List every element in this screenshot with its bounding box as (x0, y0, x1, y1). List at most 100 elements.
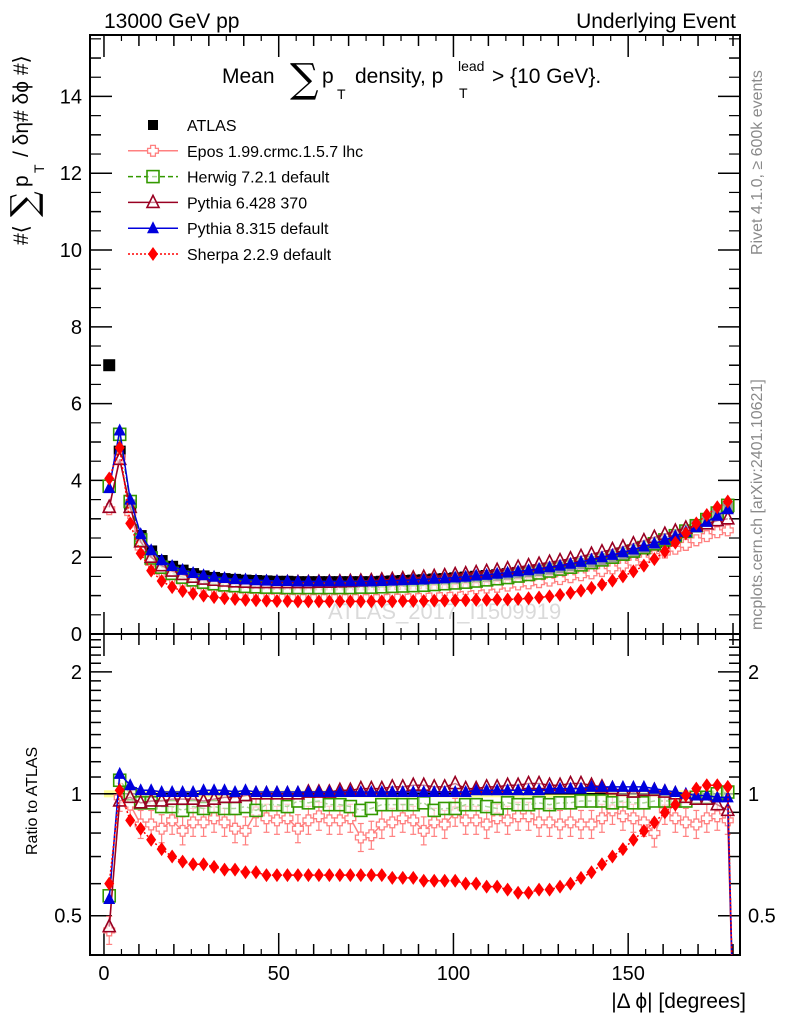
data-point-sherpa-2-2-9-default (198, 588, 209, 603)
ratio-point-sherpa-2-2-9-default (659, 805, 670, 820)
data-point-pythia-8-315-default (218, 570, 231, 583)
data-point-pythia-8-315-default (533, 561, 546, 574)
ratio-point-pythia-8-315-default (145, 783, 158, 796)
ratio-point-pythia-8-315-default (208, 783, 221, 796)
ratio-point-epos-1-99-crmc-1-5-7-lhc (459, 814, 472, 827)
ratio-point-pythia-8-315-default (491, 783, 504, 796)
ratio-point-epos-1-99-crmc-1-5-7-lhc (155, 822, 168, 835)
data-point-pythia-6-428-370 (143, 548, 159, 564)
ratio-point-pythia-8-315-default (375, 785, 388, 798)
data-point-pythia-8-315-default (333, 574, 346, 587)
ratio-point-sherpa-2-2-9-default (188, 857, 199, 872)
ratio-point-epos-1-99-crmc-1-5-7-lhc (648, 827, 661, 840)
ratio-point-epos-1-99-crmc-1-5-7-lhc (428, 816, 441, 829)
data-point-sherpa-2-2-9-default (209, 590, 220, 605)
data-point-sherpa-2-2-9-default (188, 586, 199, 601)
ratio-point-pythia-8-315-default (176, 785, 189, 798)
ratio-point-pythia-8-315-default (470, 783, 483, 796)
legend-item: Pythia 6.428 370 (128, 193, 307, 212)
data-point-pythia-8-315-default (291, 574, 304, 587)
ratio-point-sherpa-2-2-9-default (313, 868, 324, 883)
data-point-pythia-8-315-default (522, 563, 535, 576)
legend-marker-icon (146, 169, 160, 184)
ratio-point-sherpa-2-2-9-default (156, 842, 167, 857)
data-point-pythia-8-315-default (606, 547, 619, 560)
ratio-point-pythia-8-315-default (574, 781, 587, 794)
data-point-pythia-8-315-default (386, 573, 399, 586)
x-tick-label: 150 (611, 963, 644, 985)
data-point-pythia-8-315-default (574, 554, 587, 567)
ylabel-b: / δη# δϕ #⟩ (10, 55, 33, 157)
data-point-pythia-8-315-default (323, 574, 336, 587)
ratio-point-sherpa-2-2-9-default (670, 797, 681, 812)
ratio-plot-area: 0 50 100 150 0.5 0.5 1 1 2 2 (54, 633, 776, 985)
data-point-epos-1-99-crmc-1-5-7-lhc (690, 534, 703, 547)
data-point-sherpa-2-2-9-default (450, 593, 461, 608)
ratio-point-sherpa-2-2-9-default (397, 870, 408, 885)
ratio-point-pythia-8-315-default (323, 785, 336, 798)
legend-item: Herwig 7.2.1 default (128, 170, 330, 187)
data-point-pythia-8-315-default (249, 573, 262, 586)
ratio-point-sherpa-2-2-9-default (638, 823, 649, 838)
ratio-point-pythia-8-315-default (648, 781, 661, 794)
ratio-point-sherpa-2-2-9-default (492, 879, 503, 894)
ratio-point-pythia-8-315-default (249, 785, 262, 798)
ratio-point-pythia-8-315-default (113, 766, 126, 779)
ratio-point-sherpa-2-2-9-default (450, 873, 461, 888)
data-point-pythia-8-315-default (270, 574, 283, 587)
data-point-pythia-8-315-default (648, 536, 661, 549)
legend-item: Pythia 8.315 default (128, 221, 329, 238)
legend-label: ATLAS (187, 118, 237, 135)
data-point-sherpa-2-2-9-default (345, 594, 356, 609)
ratio-point-pythia-8-315-default (637, 779, 650, 792)
ratio-y-tick-label: 2 (71, 662, 82, 684)
data-point-pythia-8-315-default (480, 567, 493, 580)
data-point-pythia-8-315-default (512, 564, 525, 577)
ratio-point-pythia-8-315-default (543, 781, 556, 794)
ratio-y-tick-label-right: 2 (748, 662, 759, 684)
ratio-point-pythia-6-428-370 (175, 790, 190, 805)
data-point-pythia-8-315-default (428, 571, 441, 584)
ratio-point-sherpa-2-2-9-default (429, 873, 440, 888)
data-point-sherpa-2-2-9-default (240, 592, 251, 607)
data-point-sherpa-2-2-9-default (366, 594, 377, 609)
ratio-point-sherpa-2-2-9-default (240, 865, 251, 880)
ratio-point-pythia-8-315-default (438, 785, 451, 798)
ratio-point-pythia-8-315-default (658, 783, 671, 796)
ratio-point-epos-1-99-crmc-1-5-7-lhc (166, 814, 179, 827)
ratio-point-sherpa-2-2-9-default (607, 849, 618, 864)
data-point-pythia-8-315-default (365, 574, 378, 587)
data-point-pythia-8-315-default (187, 565, 200, 578)
ratio-point-pythia-8-315-default (333, 785, 346, 798)
ratio-point-pythia-8-315-default (124, 778, 137, 791)
ratio-point-pythia-8-315-default (229, 785, 242, 798)
ratio-point-epos-1-99-crmc-1-5-7-lhc (417, 824, 430, 837)
data-point-sherpa-2-2-9-default (460, 593, 471, 608)
ratio-point-pythia-8-315-default (501, 783, 514, 796)
title-sum-symbol: ∑ (290, 56, 319, 102)
data-point-sherpa-2-2-9-default (104, 471, 115, 486)
ratio-point-sherpa-2-2-9-default (555, 879, 566, 894)
data-point-sherpa-2-2-9-default (230, 592, 241, 607)
y-tick-label: 4 (71, 470, 82, 492)
ratio-point-epos-1-99-crmc-1-5-7-lhc (616, 810, 629, 823)
ratio-point-pythia-6-428-370 (709, 795, 725, 811)
ratio-point-sherpa-2-2-9-default (135, 821, 146, 836)
data-point-pythia-8-315-default (302, 574, 315, 587)
ratio-point-epos-1-99-crmc-1-5-7-lhc (386, 816, 399, 829)
ratio-point-pythia-8-315-default (627, 779, 640, 792)
title-mid: density, p (355, 65, 443, 88)
data-point-sherpa-2-2-9-default (167, 580, 178, 595)
data-point-sherpa-2-2-9-default (481, 592, 492, 607)
ratio-point-pythia-6-428-370 (154, 792, 169, 807)
ratio-point-sherpa-2-2-9-default (502, 882, 513, 897)
ratio-point-pythia-8-315-default (585, 779, 598, 792)
ratio-point-sherpa-2-2-9-default (460, 876, 471, 891)
data-point-pythia-8-315-default (239, 572, 252, 585)
data-point-sherpa-2-2-9-default (429, 593, 440, 608)
data-point-sherpa-2-2-9-default (292, 594, 303, 609)
data-point-sherpa-2-2-9-default (492, 592, 503, 607)
data-point-epos-1-99-crmc-1-5-7-lhc (700, 530, 713, 543)
ratio-point-sherpa-2-2-9-default (250, 865, 261, 880)
data-point-sherpa-2-2-9-default (156, 574, 167, 589)
